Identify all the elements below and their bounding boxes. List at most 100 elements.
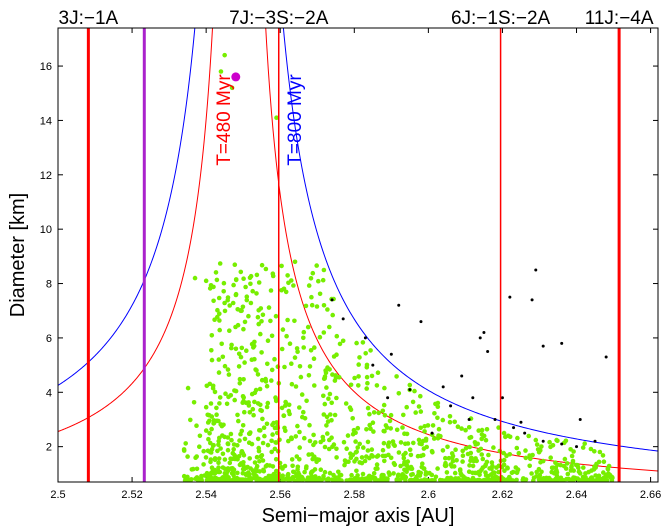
family-point: [382, 385, 387, 391]
family-point: [395, 473, 401, 479]
family-point: [373, 477, 379, 482]
plot-frame: [57, 27, 659, 483]
background-point: [460, 374, 464, 378]
family-point: [514, 445, 520, 451]
family-point: [236, 476, 241, 482]
family-point: [284, 333, 289, 339]
family-point: [529, 471, 534, 476]
family-point: [250, 288, 255, 294]
family-point: [330, 372, 335, 377]
family-point: [483, 478, 489, 482]
family-point: [225, 297, 230, 303]
family-point: [329, 400, 335, 406]
family-point: [582, 441, 587, 446]
family-point: [262, 433, 267, 439]
family-point: [231, 442, 237, 447]
family-point: [242, 409, 247, 415]
family-point: [416, 404, 422, 409]
family-point: [216, 370, 222, 375]
family-point: [403, 478, 408, 482]
family-point: [242, 436, 248, 442]
family-point: [394, 427, 400, 433]
family-point: [367, 473, 372, 479]
family-point: [292, 259, 298, 265]
family-point: [240, 304, 246, 310]
family-point: [255, 372, 261, 377]
family-point: [352, 375, 357, 381]
x-axis-label: Semi−major axis [AU]: [262, 505, 455, 527]
family-point: [314, 304, 320, 309]
family-point: [267, 463, 273, 468]
family-point: [185, 454, 190, 459]
family-point: [533, 437, 539, 443]
family-point: [342, 462, 347, 468]
family-point: [253, 367, 258, 372]
family-point: [507, 434, 513, 440]
family-point: [559, 477, 564, 482]
family-point: [239, 345, 245, 351]
family-point: [564, 476, 569, 482]
family-point: [496, 425, 501, 430]
family-point: [355, 445, 361, 450]
family-point: [583, 477, 588, 482]
family-point: [291, 283, 296, 288]
family-point: [272, 446, 278, 452]
family-point: [203, 455, 209, 460]
family-point: [349, 472, 354, 478]
family-point: [336, 477, 341, 482]
family-point: [460, 453, 466, 459]
family-point: [264, 421, 270, 427]
family-point: [565, 471, 571, 477]
family-point: [324, 477, 330, 482]
family-point: [381, 440, 387, 446]
family-point: [489, 460, 495, 465]
family-point: [279, 346, 285, 352]
family-point: [461, 478, 467, 482]
family-point: [235, 412, 240, 418]
family-point: [364, 386, 370, 391]
family-point: [301, 345, 307, 350]
family-point: [192, 275, 198, 281]
family-point: [292, 355, 298, 360]
family-point: [318, 467, 324, 473]
family-point: [277, 437, 282, 443]
family-point: [514, 477, 519, 482]
family-point: [307, 422, 312, 428]
family-point: [327, 391, 333, 397]
family-point: [398, 463, 403, 469]
family-point: [217, 327, 222, 333]
family-point: [201, 462, 206, 467]
family-point: [211, 284, 216, 290]
background-point: [523, 431, 527, 435]
background-point: [478, 336, 482, 340]
family-point: [245, 478, 250, 482]
family-point: [416, 437, 422, 443]
family-point: [210, 443, 216, 449]
family-point: [259, 262, 265, 268]
family-point: [431, 436, 437, 441]
background-point: [530, 298, 534, 302]
family-point: [229, 342, 234, 348]
family-point: [460, 448, 466, 454]
family-point: [216, 295, 222, 301]
family-point: [461, 474, 466, 480]
family-point: [274, 115, 279, 121]
family-point: [261, 425, 267, 431]
family-point: [318, 439, 324, 445]
x-tick-label: 2.58: [344, 489, 365, 501]
family-point: [494, 475, 500, 480]
family-point: [523, 448, 528, 453]
family-point: [468, 434, 474, 440]
family-point: [216, 460, 221, 466]
family-point: [287, 341, 293, 347]
x-tick-label: 2.52: [121, 489, 142, 501]
family-point: [334, 446, 339, 452]
family-point: [324, 423, 329, 428]
family-point: [225, 435, 231, 440]
family-point: [404, 463, 410, 469]
family-point: [473, 470, 479, 476]
family-point: [579, 478, 585, 482]
parent-body-point: [231, 72, 241, 82]
family-point: [215, 448, 220, 454]
